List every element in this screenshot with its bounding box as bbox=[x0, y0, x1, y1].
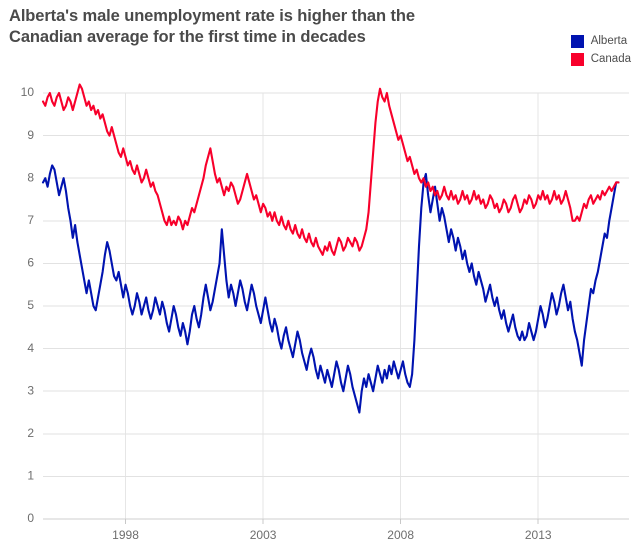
y-axis-tick-label: 2 bbox=[27, 426, 34, 440]
y-axis-tick-label: 3 bbox=[27, 383, 34, 397]
y-axis-tick-labels: 0 1 2 3 4 5 6 7 8 9 10 bbox=[21, 85, 35, 525]
x-axis-tick-label: 2013 bbox=[525, 528, 552, 542]
legend-item-canada[interactable]: Canada bbox=[570, 53, 631, 66]
chart-legend: Alberta Canada bbox=[570, 35, 631, 66]
x-axis-tick-labels: 1998 2003 2008 2013 bbox=[112, 528, 552, 542]
y-axis-tick-label: 0 bbox=[27, 511, 34, 525]
series-line-canada bbox=[41, 83, 620, 256]
y-axis-tick-label: 1 bbox=[27, 469, 34, 483]
square-swatch-icon bbox=[570, 53, 584, 66]
data-series-group bbox=[41, 83, 620, 414]
horizontal-gridlines bbox=[43, 92, 629, 520]
x-axis-tick-label: 2003 bbox=[250, 528, 277, 542]
page-title: Alberta's male unemployment rate is high… bbox=[9, 7, 415, 46]
x-axis-tick-label: 1998 bbox=[112, 528, 139, 542]
x-axis-tick-marks bbox=[125, 519, 539, 524]
square-swatch-icon bbox=[570, 35, 584, 48]
title-block: Alberta's male unemployment rate is high… bbox=[9, 6, 529, 48]
y-axis-tick-label: 4 bbox=[27, 341, 34, 355]
y-axis-tick-label: 6 bbox=[27, 256, 34, 270]
legend-item-alberta[interactable]: Alberta bbox=[570, 35, 628, 48]
y-axis-tick-label: 10 bbox=[21, 85, 35, 99]
y-axis-tick-label: 8 bbox=[27, 170, 34, 184]
y-axis-tick-label: 5 bbox=[27, 298, 34, 312]
legend-label-canada: Canada bbox=[590, 53, 631, 65]
legend-label-alberta: Alberta bbox=[590, 35, 628, 47]
y-axis-tick-label: 7 bbox=[27, 213, 34, 227]
x-axis-tick-label: 2008 bbox=[387, 528, 414, 542]
series-line-alberta bbox=[41, 164, 620, 414]
y-axis-tick-label: 9 bbox=[27, 128, 34, 142]
